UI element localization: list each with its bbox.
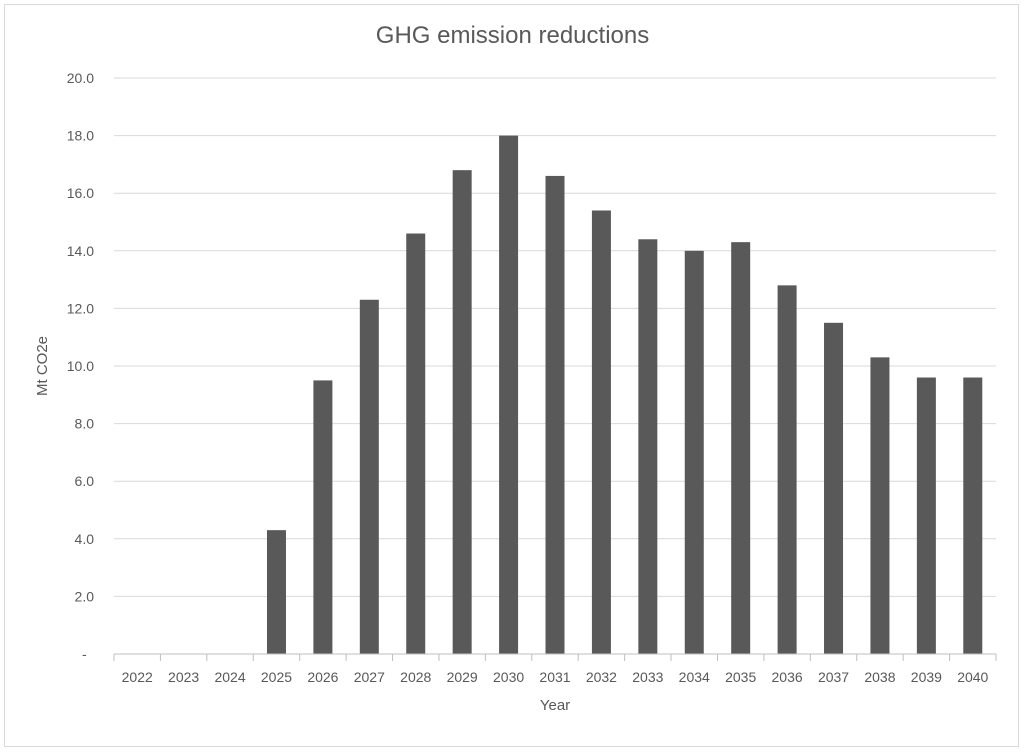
x-tick-label: 2023 [168, 669, 199, 685]
x-tick-label: 2040 [957, 669, 988, 685]
y-tick-label: 20.0 [67, 70, 94, 86]
y-tick-label: 14.0 [67, 243, 94, 259]
x-tick-label: 2033 [632, 669, 663, 685]
x-tick-label: 2030 [493, 669, 524, 685]
bar-2027 [359, 299, 379, 654]
bar-2039 [916, 377, 936, 654]
axes: - 2.0 4.0 6.0 8.0 10.0 12.0 14.0 16.0 18.0 20.0 202… [67, 70, 997, 685]
y-tick-label: 4.0 [75, 531, 95, 547]
y-axis-title: Mt CO2e [34, 336, 51, 396]
x-tick-label: 2031 [539, 669, 570, 685]
y-tick-label: - [82, 646, 87, 662]
bar-2026 [313, 380, 333, 654]
bar-2033 [638, 239, 658, 654]
bar-2040 [963, 377, 983, 654]
x-tick-label: 2028 [400, 669, 431, 685]
y-tick-label: 2.0 [75, 588, 95, 604]
bar-series [266, 135, 983, 655]
bar-2028 [406, 233, 426, 654]
bar-2034 [684, 250, 704, 655]
bar-2031 [545, 175, 565, 655]
x-tick-label: 2024 [214, 669, 245, 685]
bar-2036 [777, 285, 797, 654]
x-tick-label: 2034 [679, 669, 710, 685]
x-tick-label: 2038 [864, 669, 895, 685]
y-tick-label: 16.0 [67, 185, 94, 201]
x-tick-label: 2022 [122, 669, 153, 685]
bar-2038 [870, 357, 890, 654]
x-tick-label: 2037 [818, 669, 849, 685]
chart-title: GHG emission reductions [375, 22, 650, 49]
x-tick-label: 2025 [261, 669, 292, 685]
bar-2037 [824, 322, 844, 654]
bar-2029 [452, 170, 472, 654]
bar-2030 [499, 135, 519, 655]
y-tick-label: 6.0 [75, 473, 95, 489]
bar-2025 [266, 530, 286, 654]
x-tick-label: 2039 [911, 669, 942, 685]
y-tick-label: 10.0 [67, 358, 94, 374]
x-tick-label: 2027 [354, 669, 385, 685]
x-tick-label: 2029 [447, 669, 478, 685]
x-axis-title: Year [540, 697, 570, 714]
bar-2032 [591, 210, 611, 655]
x-tick-label: 2032 [586, 669, 617, 685]
y-tick-label: 8.0 [75, 416, 95, 432]
bar-2035 [731, 242, 751, 654]
x-tick-label: 2026 [307, 669, 338, 685]
y-tick-label: 18.0 [67, 128, 94, 144]
y-tick-label: 12.0 [67, 300, 94, 316]
x-tick-label: 2035 [725, 669, 756, 685]
x-tick-label: 2036 [772, 669, 803, 685]
